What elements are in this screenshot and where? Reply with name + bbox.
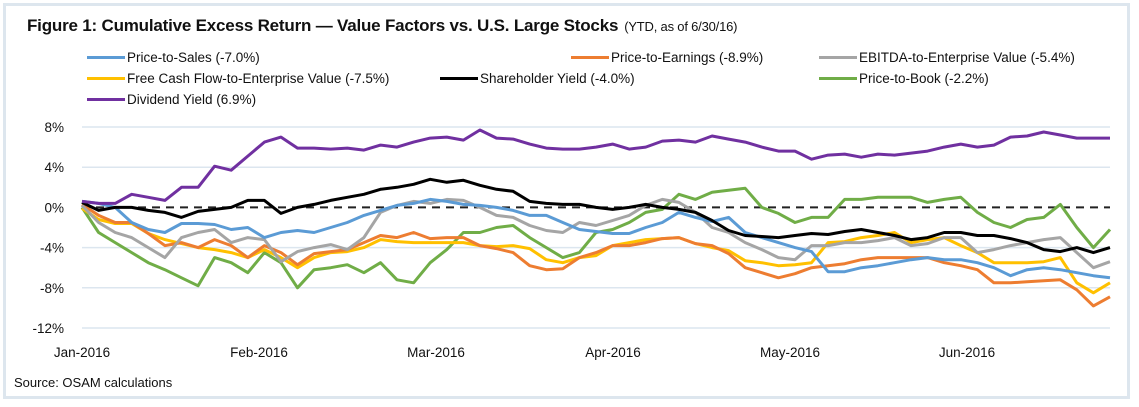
x-tick-label: Jun-2016: [939, 345, 995, 360]
x-tick-label: Apr-2016: [585, 345, 641, 360]
x-tick-label: Jan-2016: [54, 345, 110, 360]
legend-item: Shareholder Yield (-4.0%): [440, 71, 635, 86]
legend-swatch: [819, 56, 857, 59]
y-tick-label: 0%: [44, 200, 64, 215]
legend-label: Free Cash Flow-to-Enterprise Value (-7.5…: [127, 71, 390, 86]
source-note: Source: OSAM calculations: [14, 375, 173, 390]
legend-swatch: [571, 56, 609, 59]
legend-item: EBITDA-to-Enterprise Value (-5.4%): [819, 50, 1075, 65]
chart-title: Figure 1: Cumulative Excess Return — Val…: [27, 16, 737, 36]
legend-swatch: [87, 56, 125, 59]
chart-title-text: Figure 1: Cumulative Excess Return — Val…: [27, 16, 619, 35]
legend-label: Price-to-Sales (-7.0%): [127, 50, 260, 65]
legend-label: Dividend Yield (6.9%): [127, 92, 257, 107]
legend-label: Price-to-Book (-2.2%): [859, 71, 989, 86]
legend-label: EBITDA-to-Enterprise Value (-5.4%): [859, 50, 1075, 65]
y-tick-label: -12%: [32, 321, 64, 336]
legend-label: Shareholder Yield (-4.0%): [480, 71, 635, 86]
series-line: [81, 197, 1111, 280]
series-line: [81, 128, 1110, 205]
y-tick-label: -8%: [40, 281, 64, 296]
x-tick-label: Feb-2016: [230, 345, 288, 360]
legend-swatch: [819, 77, 857, 80]
legend-item: Dividend Yield (6.9%): [87, 92, 256, 107]
series-line: [81, 177, 1111, 255]
series-line: [81, 203, 1111, 308]
y-tick-label: -4%: [40, 241, 64, 256]
legend-swatch: [87, 77, 125, 80]
legend-item: Price-to-Sales (-7.0%): [87, 50, 260, 65]
legend-swatch: [440, 77, 478, 80]
legend-item: Price-to-Book (-2.2%): [819, 71, 989, 86]
legend-label: Price-to-Earnings (-8.9%): [611, 50, 764, 65]
y-tick-label: 8%: [44, 120, 64, 135]
chart-subtitle: (YTD, as of 6/30/16): [624, 19, 738, 34]
legend-item: Free Cash Flow-to-Enterprise Value (-7.5…: [87, 71, 389, 86]
series-line: [80, 197, 1111, 270]
y-tick-label: 4%: [44, 160, 64, 175]
legend-item: Price-to-Earnings (-8.9%): [571, 50, 763, 65]
x-tick-label: Mar-2016: [407, 345, 465, 360]
x-tick-label: May-2016: [760, 345, 820, 360]
legend-swatch: [87, 98, 125, 101]
